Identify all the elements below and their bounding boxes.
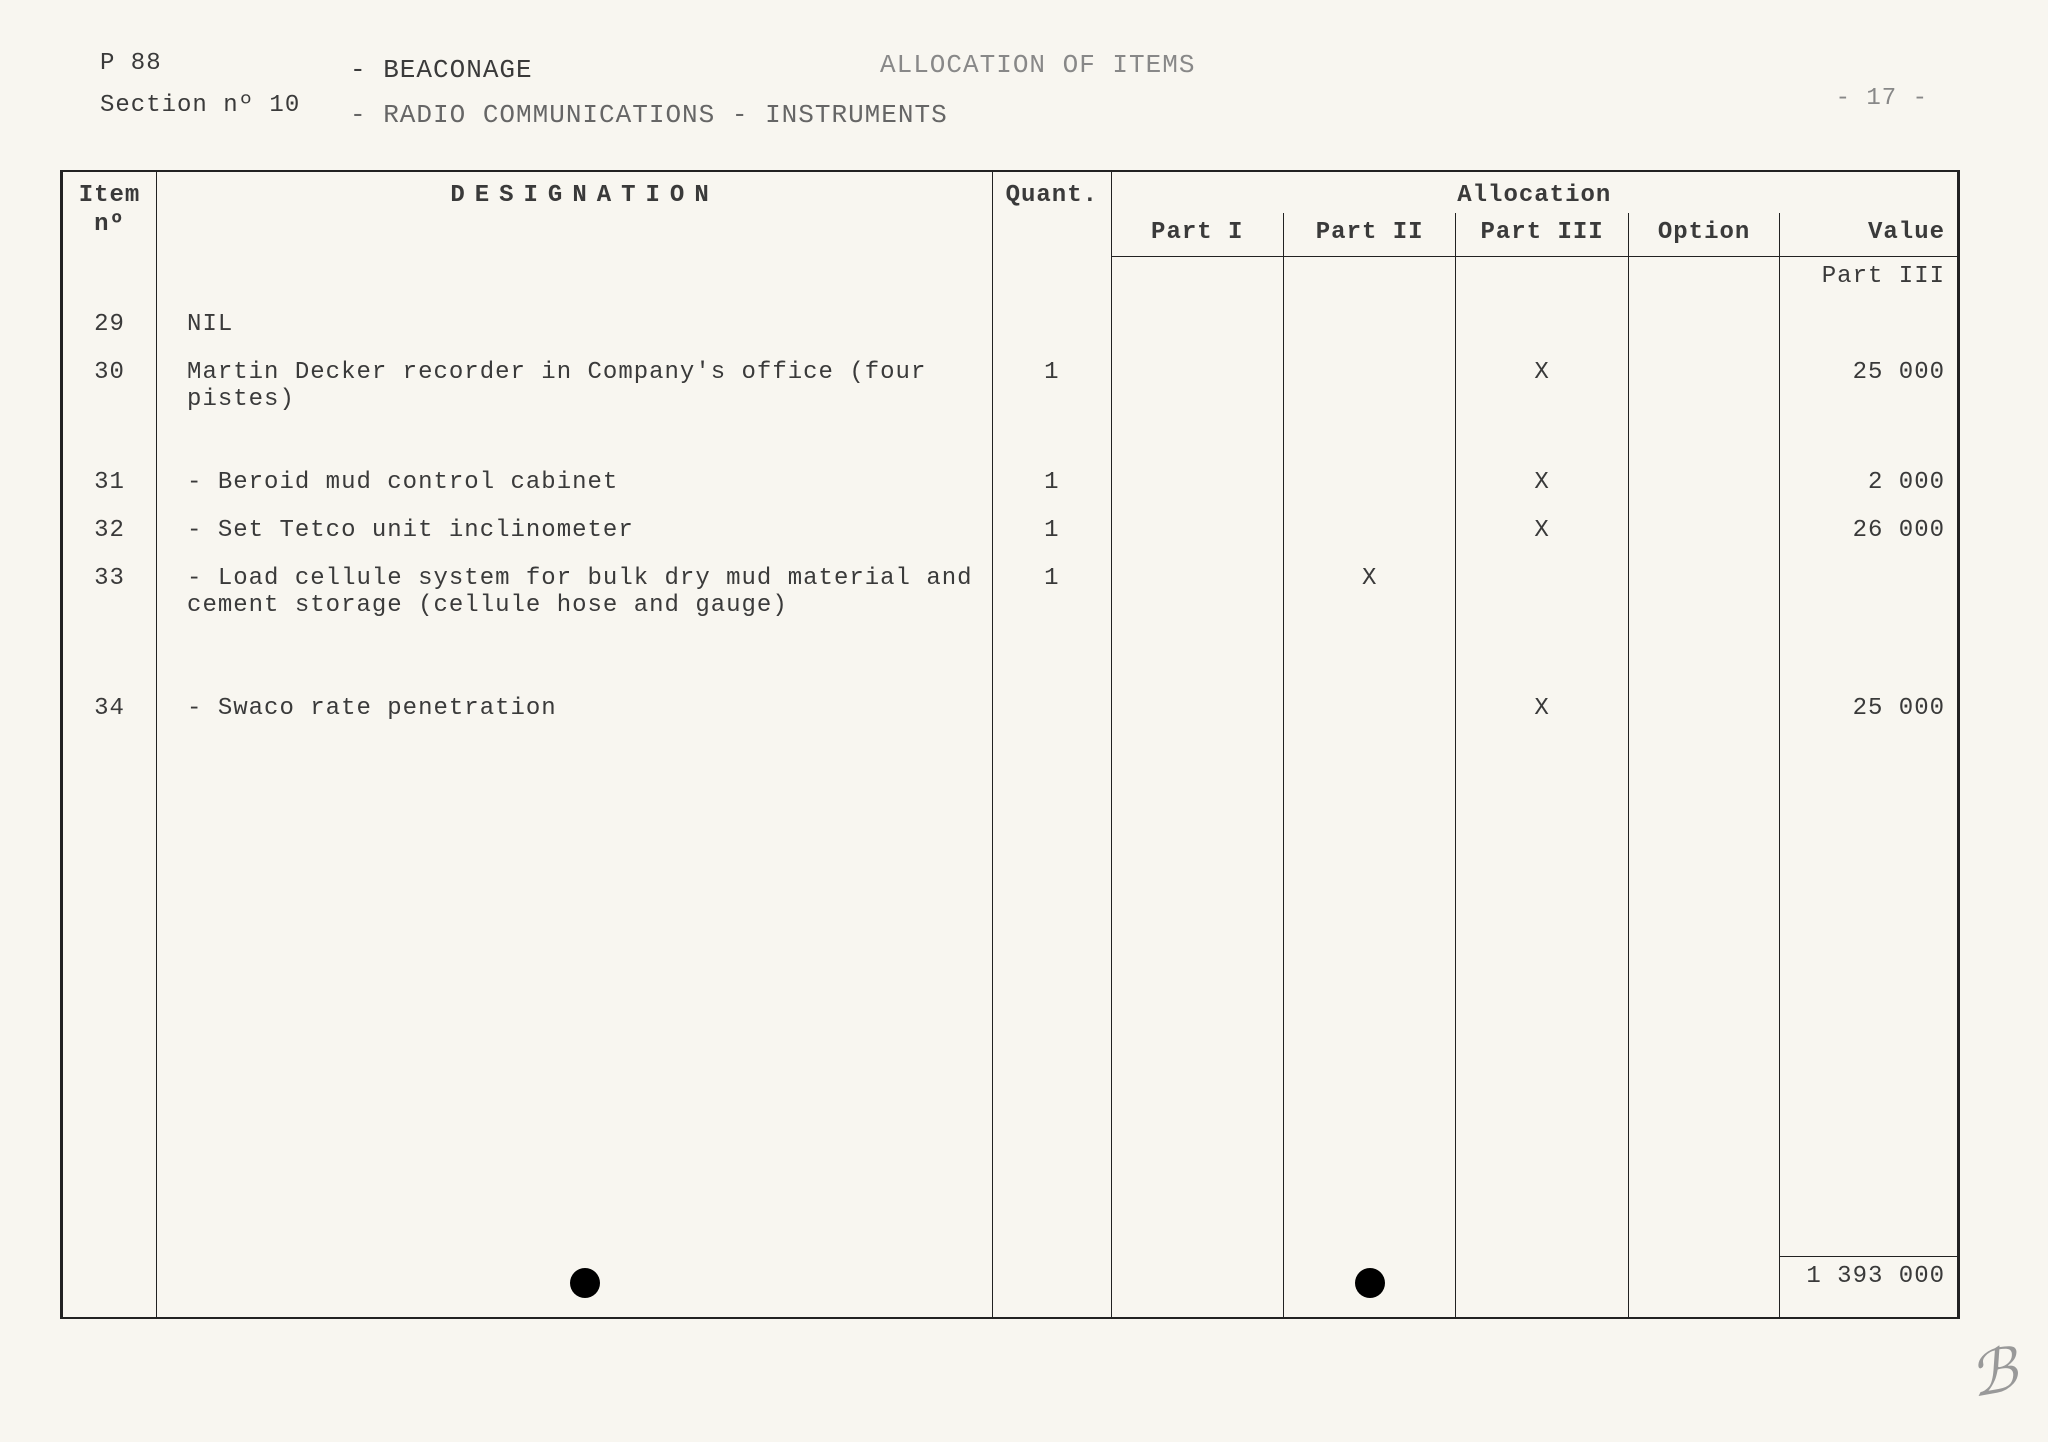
- page-number: - 17 -: [1836, 85, 1928, 112]
- cell-value: 25 000: [1780, 353, 1958, 463]
- cell-designation: - Set Tetco unit inclinometer: [157, 511, 993, 559]
- cell-part1: [1111, 353, 1283, 463]
- cell-quant: 1: [993, 511, 1112, 559]
- cell-quant: [993, 689, 1112, 737]
- cell-designation: - Swaco rate penetration: [157, 689, 993, 737]
- value-header-note: Part III: [1780, 257, 1958, 305]
- cell-item-no: 29: [63, 305, 157, 353]
- cell-part2: [1283, 689, 1455, 737]
- cell-option: [1628, 689, 1780, 737]
- cell-value: [1780, 305, 1958, 353]
- cell-part1: [1111, 559, 1283, 689]
- table-row: 34 - Swaco rate penetration X 25 000: [63, 689, 1958, 737]
- cell-part1: [1111, 305, 1283, 353]
- allocation-table: Item nº DESIGNATION Quant. Allocation Pa…: [62, 172, 1958, 1317]
- cell-quant: [993, 305, 1112, 353]
- cell-part3: X: [1456, 689, 1628, 737]
- page-ref: P 88: [100, 50, 162, 77]
- cell-value: [1780, 559, 1958, 689]
- table-row: 29 NIL: [63, 305, 1958, 353]
- header-title-2: - RADIO COMMUNICATIONS - INSTRUMENTS: [350, 100, 948, 130]
- cell-part3: [1456, 559, 1628, 689]
- cell-item-no: 30: [63, 353, 157, 463]
- cell-part2: [1283, 305, 1455, 353]
- cell-option: [1628, 511, 1780, 559]
- cell-designation: - Load cellule system for bulk dry mud m…: [157, 559, 993, 689]
- signature-scribble: ℬ: [1964, 1334, 2024, 1415]
- table-row: 32 - Set Tetco unit inclinometer 1 X 26 …: [63, 511, 1958, 559]
- cell-designation: NIL: [157, 305, 993, 353]
- col-value: Value: [1780, 213, 1958, 257]
- value-note-row: Part III: [63, 257, 1958, 305]
- table-row: 33 - Load cellule system for bulk dry mu…: [63, 559, 1958, 689]
- cell-quant: 1: [993, 559, 1112, 689]
- col-part2: Part II: [1283, 213, 1455, 257]
- col-item-no: Item nº: [63, 172, 157, 257]
- cell-option: [1628, 353, 1780, 463]
- header-title-1: - BEACONAGE: [350, 55, 533, 85]
- col-part3: Part III: [1456, 213, 1628, 257]
- cell-designation: Martin Decker recorder in Company's offi…: [157, 353, 993, 463]
- cell-part1: [1111, 689, 1283, 737]
- cell-option: [1628, 305, 1780, 353]
- col-part1: Part I: [1111, 213, 1283, 257]
- cell-item-no: 31: [63, 463, 157, 511]
- cell-part3: X: [1456, 511, 1628, 559]
- col-designation: DESIGNATION: [157, 172, 993, 257]
- cell-part2: X: [1283, 559, 1455, 689]
- header-center-title: ALLOCATION OF ITEMS: [880, 50, 1195, 80]
- cell-quant: 1: [993, 463, 1112, 511]
- cell-value: 2 000: [1780, 463, 1958, 511]
- cell-value: 26 000: [1780, 511, 1958, 559]
- document-header: P 88 - BEACONAGE ALLOCATION OF ITEMS - 1…: [60, 50, 1988, 150]
- total-row: 1 393 000: [63, 1257, 1958, 1317]
- cell-item-no: 34: [63, 689, 157, 737]
- cell-part2: [1283, 353, 1455, 463]
- cell-part3: [1456, 305, 1628, 353]
- cell-part3: X: [1456, 353, 1628, 463]
- table-row: 30 Martin Decker recorder in Company's o…: [63, 353, 1958, 463]
- total-value: 1 393 000: [1780, 1257, 1958, 1317]
- cell-part1: [1111, 463, 1283, 511]
- cell-item-no: 32: [63, 511, 157, 559]
- cell-option: [1628, 559, 1780, 689]
- cell-designation: - Beroid mud control cabinet: [157, 463, 993, 511]
- cell-part3: X: [1456, 463, 1628, 511]
- cell-option: [1628, 463, 1780, 511]
- col-option: Option: [1628, 213, 1780, 257]
- cell-part1: [1111, 511, 1283, 559]
- cell-part2: [1283, 511, 1455, 559]
- cell-quant: 1: [993, 353, 1112, 463]
- punch-hole-icon: [1355, 1268, 1385, 1298]
- col-allocation-group: Allocation: [1111, 172, 1957, 213]
- section-number: Section nº 10: [100, 92, 300, 119]
- col-quant: Quant.: [993, 172, 1112, 257]
- cell-value: 25 000: [1780, 689, 1958, 737]
- punch-hole-icon: [570, 1268, 600, 1298]
- table-row: 31 - Beroid mud control cabinet 1 X 2 00…: [63, 463, 1958, 511]
- empty-space-row: [63, 737, 1958, 1257]
- allocation-table-wrap: Item nº DESIGNATION Quant. Allocation Pa…: [60, 170, 1960, 1319]
- cell-item-no: 33: [63, 559, 157, 689]
- cell-part2: [1283, 463, 1455, 511]
